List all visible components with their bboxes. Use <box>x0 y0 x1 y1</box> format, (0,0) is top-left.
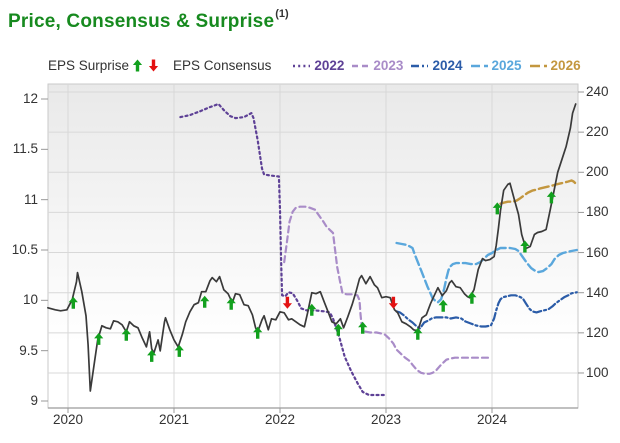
y-axis-label-left: 10.5 <box>11 242 38 257</box>
legend-item-2023: 2023 <box>351 58 403 73</box>
plot-background <box>47 83 579 409</box>
title-footnote-marker: (1) <box>275 8 289 20</box>
surprise-up-icon <box>132 58 143 73</box>
surprise-up-arrow <box>94 332 104 345</box>
surprise-up-arrow <box>333 323 343 336</box>
surprise-up-arrow <box>413 327 423 340</box>
y-axis-label-left: 11.5 <box>12 141 38 157</box>
y-axis-label-right: 160 <box>586 244 609 260</box>
legend-swatch-2025 <box>470 64 488 67</box>
legend-eps-consensus-label: EPS Consensus <box>173 58 272 73</box>
series-line-2024 <box>395 291 578 330</box>
legend: EPS Surprise EPS Consensus 2022 2023 2024 2… <box>48 58 588 73</box>
y-axis-label-right: 200 <box>586 164 609 180</box>
surprise-up-arrow <box>492 202 502 215</box>
y-axis-label-right: 180 <box>586 204 609 220</box>
surprise-up-arrow <box>253 326 263 339</box>
title-row: Price, Consensus & Surprise(1) <box>8 8 289 33</box>
legend-year-label-2024: 2024 <box>432 58 463 73</box>
surprise-up-arrow <box>226 297 236 310</box>
surprise-up-arrow <box>68 296 78 309</box>
y-axis-label-right: 100 <box>586 364 609 380</box>
y-axis-label-right: 240 <box>586 84 609 99</box>
surprise-up-arrow <box>438 299 448 312</box>
y-axis-label-left: 11 <box>23 191 38 207</box>
series-line-2022 <box>179 102 386 397</box>
legend-eps-surprise-label: EPS Surprise <box>48 58 130 73</box>
surprise-up-arrow <box>520 240 530 253</box>
series-line-2025 <box>395 241 578 304</box>
x-axis-label: 2020 <box>52 412 84 427</box>
legend-item-2025: 2025 <box>470 58 522 73</box>
surprise-up-arrow <box>307 303 317 316</box>
surprise-down-arrow <box>282 296 292 309</box>
surprise-up-arrow <box>121 328 131 341</box>
legend-year-label-2022: 2022 <box>314 58 345 73</box>
y-axis-label-right: 140 <box>586 284 609 300</box>
series-line-price <box>47 103 577 392</box>
x-axis-label: 2021 <box>158 412 190 427</box>
legend-item-2022: 2022 <box>292 58 344 73</box>
page-title: Price, Consensus & Surprise <box>8 11 275 32</box>
surprise-up-arrow <box>467 291 477 304</box>
surprise-up-arrow <box>174 344 184 357</box>
y-axis-label-left: 9 <box>30 393 38 408</box>
legend-year-label-2025: 2025 <box>491 58 522 73</box>
legend-swatch-2023 <box>352 64 370 67</box>
y-axis-label-left: 10 <box>22 292 38 308</box>
y-axis-label-left: 9.5 <box>19 342 38 358</box>
series-line-2023 <box>283 205 491 375</box>
surprise-up-arrow <box>147 349 157 362</box>
legend-item-2026: 2026 <box>529 58 581 73</box>
legend-year-label-2023: 2023 <box>373 58 404 73</box>
legend-series-list: 2022 2023 2024 2025 2026 <box>285 58 581 73</box>
surprise-up-arrow <box>546 191 556 204</box>
legend-swatch-2026 <box>529 64 547 67</box>
surprise-down-icon <box>148 58 159 73</box>
x-axis-label: 2023 <box>370 412 402 427</box>
surprise-down-arrow <box>388 296 398 309</box>
surprise-up-arrow <box>358 321 368 334</box>
y-axis-label-right: 120 <box>586 324 609 340</box>
surprise-up-arrow <box>200 295 210 308</box>
x-axis-label: 2022 <box>264 412 296 427</box>
x-axis-label: 2024 <box>476 412 508 427</box>
legend-swatch-2024 <box>411 64 429 67</box>
legend-item-2024: 2024 <box>410 58 463 73</box>
y-axis-label-left: 12 <box>22 91 38 106</box>
y-axis-label-right: 220 <box>586 124 609 140</box>
legend-year-label-2026: 2026 <box>550 58 581 73</box>
